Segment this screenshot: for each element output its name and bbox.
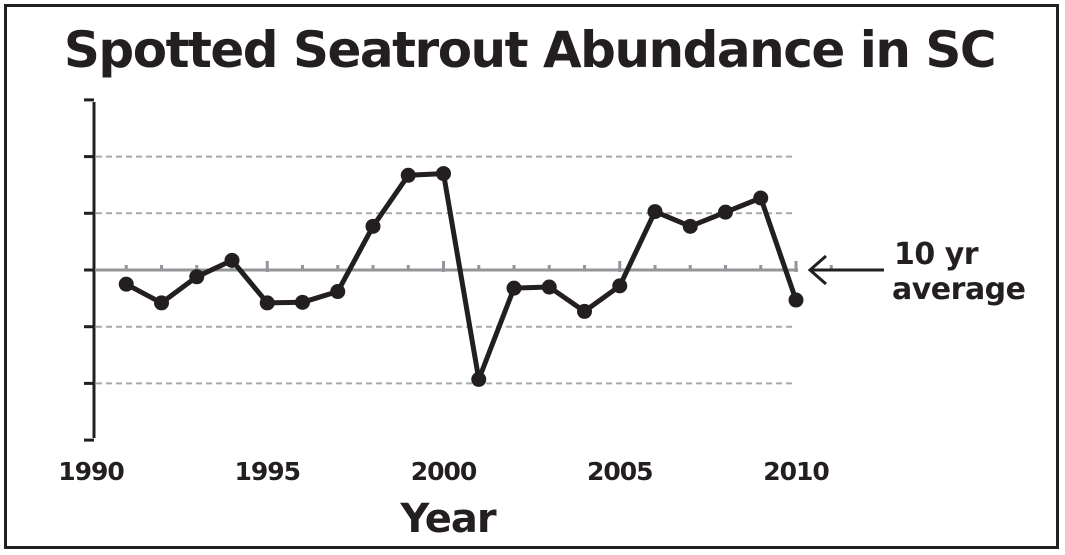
data-point [577, 303, 592, 319]
data-point [612, 278, 628, 294]
x-tick-label: 2010 [763, 457, 829, 486]
annotation-line2: average [892, 272, 1026, 307]
series-layer [118, 166, 804, 387]
data-point [436, 166, 451, 182]
x-tick-label: 2000 [411, 457, 477, 486]
x-tick-label: 2005 [587, 457, 653, 486]
series-line [125, 171, 799, 382]
data-point [541, 279, 557, 295]
x-tick-labels: 1990 1995 2000 2005 2010 [58, 457, 830, 486]
average-annotation: 10 yr average [807, 237, 1026, 307]
data-point [400, 167, 416, 183]
data-point [330, 284, 346, 300]
data-point [647, 204, 663, 220]
data-point [154, 295, 169, 311]
data-point [189, 269, 205, 285]
x-tick-label: 1995 [234, 457, 300, 486]
data-point [718, 204, 733, 220]
data-point [682, 218, 698, 234]
annotation-line1: 10 yr [894, 237, 979, 272]
annotation-arrow-head [807, 254, 827, 286]
chart-title: Spotted Seatrout Abundance in SC [63, 21, 997, 79]
data-point [118, 276, 134, 292]
chart-frame [4, 4, 1059, 549]
data-point [471, 371, 487, 387]
data-point [295, 294, 310, 310]
axis-layer [84, 98, 96, 442]
data-point [753, 190, 769, 206]
data-point [506, 280, 522, 296]
x-axis-title: Year [399, 496, 496, 542]
data-point [224, 252, 240, 268]
data-point [365, 218, 381, 234]
data-point [788, 292, 804, 308]
x-tick-label: 1990 [58, 457, 124, 486]
data-point [259, 295, 275, 311]
